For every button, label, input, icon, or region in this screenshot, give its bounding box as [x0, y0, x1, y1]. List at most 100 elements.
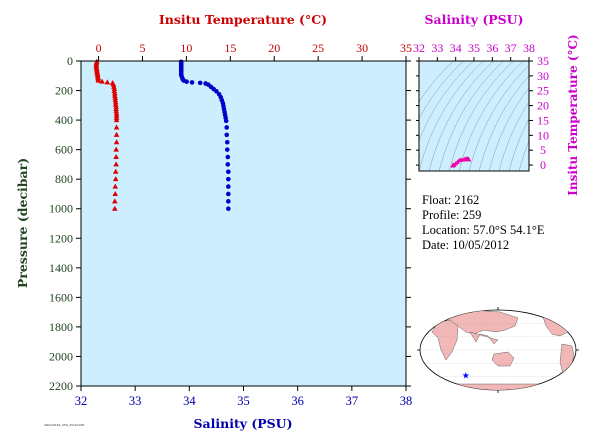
pressure-tick-label: 0	[67, 54, 73, 68]
salinity-point	[226, 169, 231, 175]
ts-y-tick-label: 25	[537, 84, 549, 98]
temperature-point	[113, 108, 119, 114]
density-contour	[498, 101, 529, 171]
pressure-tick-label: 1200	[49, 231, 73, 245]
temp-tick-label: 30	[356, 41, 368, 55]
ts-y-tick-label: 5	[540, 143, 546, 157]
pressure-axis: 0 200 400 600 800 1000 1200 1400 1600 1800 2000 220…	[49, 54, 411, 393]
float-location-marker: ★	[462, 371, 470, 381]
temp-tick-label: 0	[96, 41, 102, 55]
salinity-point	[226, 206, 231, 212]
salinity-point	[225, 154, 231, 160]
float-info: Float: 2162	[422, 193, 479, 208]
profile-value: 259	[462, 208, 482, 222]
temperature-point	[111, 88, 118, 94]
pressure-tick-label: 200	[55, 84, 73, 98]
pressure-tick-label: 1400	[49, 261, 73, 275]
density-contours	[419, 61, 529, 171]
pressure-tick-label: 1000	[49, 202, 73, 216]
temp-tick-label: 20	[268, 41, 280, 55]
ts-points	[450, 156, 472, 168]
temperature-point	[112, 168, 119, 174]
location-info: Location: 57.0°S 54.1°E	[422, 223, 545, 238]
density-contour	[478, 75, 529, 171]
ts-y-tick-label: 0	[540, 158, 546, 172]
world-map: ★	[417, 307, 579, 393]
ts-x-tick-label: 37	[505, 41, 517, 55]
sal-tick-label: 38	[400, 394, 413, 408]
temperature-point	[112, 176, 119, 182]
sal-tick-label: 34	[183, 394, 196, 408]
temperature-point	[113, 154, 119, 160]
location-label: Location:	[422, 223, 470, 237]
pressure-tick-label: 1600	[49, 290, 73, 304]
salinity-point	[226, 176, 231, 182]
pressure-tick-label: 800	[55, 172, 73, 186]
salinity-point	[223, 118, 229, 124]
density-contour	[438, 61, 504, 171]
temperature-point	[113, 146, 119, 152]
temperature-point	[113, 117, 120, 123]
ts-x-tick-label: 33	[431, 41, 443, 55]
float-label: Float:	[422, 193, 452, 207]
density-contour	[458, 61, 524, 171]
salinity-point	[226, 199, 231, 204]
salinity-point	[189, 80, 195, 85]
sal-tick-label: 36	[291, 394, 304, 408]
ts-salinity-axis: 32 33 34 35 36 37 38	[413, 41, 535, 61]
ts-y-tick-label: 10	[537, 128, 549, 142]
footer-id: ARGO2162_259_20121005	[44, 423, 85, 427]
temperature-point	[111, 83, 117, 89]
map-gridlines	[417, 307, 579, 393]
ts-x-tick-label: 36	[486, 41, 498, 55]
temperature-point	[95, 77, 102, 83]
salinity-point	[214, 88, 219, 94]
temperature-point	[112, 92, 118, 98]
ts-x-tick-label: 34	[450, 41, 462, 55]
ts-x-tick-label: 32	[413, 41, 425, 55]
temperature-point	[112, 198, 118, 204]
pressure-tick-label: 400	[55, 113, 73, 127]
salinity-axis: 32 33 34 35 36 37 38	[75, 386, 413, 408]
pressure-profile-plot: 0 5 10 15 20 25 30 35 32 33 34 35 36 37 38 0 200 400 600…	[15, 12, 412, 431]
pressure-tick-label: 1800	[49, 320, 73, 334]
temp-tick-label: 35	[400, 41, 412, 55]
ts-y-tick-label: 30	[537, 69, 549, 83]
temperature-point	[112, 205, 118, 211]
density-contour	[419, 61, 454, 103]
density-contour	[419, 61, 484, 171]
date-info: Date: 10/05/2012	[422, 238, 509, 253]
salinity-point	[197, 80, 203, 86]
temperature-axis: 0 5 10 15 20 25 30 35	[96, 41, 412, 61]
ts-temperature-title: Insitu Temperature (°C)	[566, 34, 580, 195]
sal-tick-label: 32	[75, 394, 88, 408]
temperature-point	[112, 183, 119, 189]
ts-y-tick-label: 15	[537, 113, 549, 127]
sal-tick-label: 35	[237, 394, 250, 408]
temperature-point	[113, 131, 120, 137]
density-contour	[518, 139, 529, 171]
density-contour	[419, 61, 464, 120]
density-contour	[448, 61, 514, 171]
profile-label: Profile:	[422, 208, 460, 222]
salinity-point	[224, 132, 230, 138]
temp-tick-label: 25	[312, 41, 324, 55]
temperature-axis-title: Insitu Temperature (°C)	[159, 12, 327, 27]
density-contour	[508, 118, 529, 171]
temp-tick-label: 15	[224, 41, 236, 55]
density-contour	[468, 64, 529, 171]
ts-y-tick-label: 35	[537, 54, 549, 68]
profile-info: Profile: 259	[422, 208, 481, 223]
ts-y-tick-label: 20	[537, 99, 549, 113]
temp-tick-label: 5	[139, 41, 145, 55]
salinity-point	[224, 125, 230, 130]
sal-tick-label: 37	[346, 394, 359, 408]
salinity-point	[226, 184, 231, 189]
temperature-points	[93, 58, 120, 211]
density-contour	[488, 87, 529, 171]
pressure-tick-label: 600	[55, 143, 73, 157]
location-value: 57.0°S 54.1°E	[473, 223, 545, 237]
